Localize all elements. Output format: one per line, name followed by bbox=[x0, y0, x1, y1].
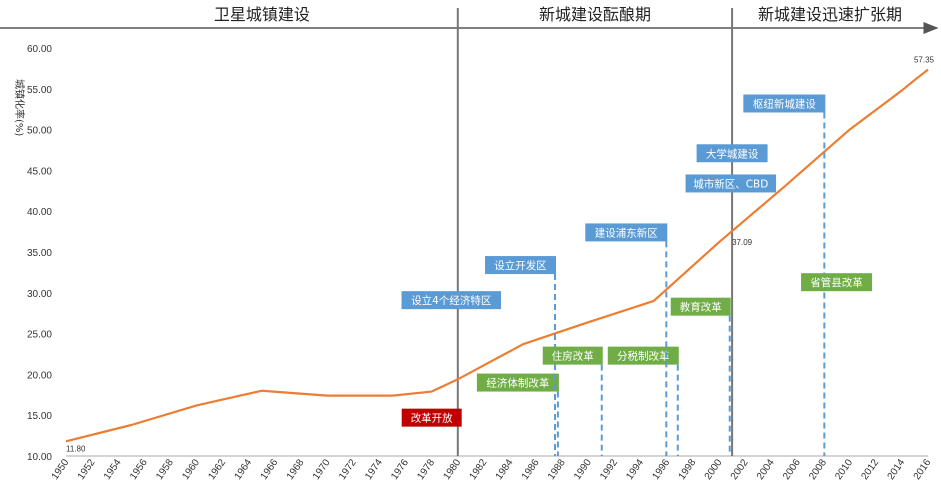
x-tick-label: 1976 bbox=[389, 457, 411, 482]
period-header: 新城建设迅速扩张期 bbox=[758, 5, 902, 24]
event-box bbox=[801, 273, 873, 292]
x-tick-label: 1982 bbox=[468, 457, 490, 482]
y-tick-label: 50.00 bbox=[27, 126, 52, 137]
x-tick-label: 1954 bbox=[102, 457, 124, 482]
event-label: 教育改革 bbox=[680, 301, 722, 314]
y-tick-label: 60.00 bbox=[27, 44, 52, 55]
x-tick-label: 1956 bbox=[128, 457, 150, 482]
x-tick-label: 1970 bbox=[311, 457, 333, 482]
event-label: 住房改革 bbox=[552, 350, 594, 363]
event-box bbox=[542, 346, 603, 365]
x-tick-label: 2014 bbox=[886, 457, 908, 482]
event-box bbox=[401, 408, 462, 427]
event-box bbox=[401, 291, 502, 310]
series-line bbox=[65, 68, 929, 443]
x-tick-label: 2016 bbox=[912, 457, 934, 482]
y-tick-label: 35.00 bbox=[27, 248, 52, 259]
x-tick-label: 1994 bbox=[624, 457, 646, 482]
x-tick-label: 1962 bbox=[206, 457, 228, 482]
event-label: 城市新区、CBD bbox=[693, 177, 768, 190]
y-tick-label: 10.00 bbox=[27, 452, 52, 463]
y-tick-label: 55.00 bbox=[27, 85, 52, 96]
x-tick-label: 1960 bbox=[180, 457, 202, 482]
period-header: 卫星城镇建设 bbox=[214, 5, 310, 24]
x-tick-label: 1990 bbox=[572, 457, 594, 482]
event-box bbox=[607, 346, 679, 365]
x-tick-label: 1964 bbox=[233, 457, 255, 482]
x-tick-label: 1998 bbox=[677, 457, 699, 482]
event-box bbox=[670, 297, 731, 316]
x-tick-label: 1988 bbox=[546, 457, 568, 482]
event-label: 分税制改革 bbox=[617, 350, 670, 363]
event-label: 经济体制改革 bbox=[486, 377, 549, 390]
x-tick-label: 2000 bbox=[703, 457, 725, 482]
event-box bbox=[743, 94, 826, 113]
x-tick-label: 1992 bbox=[598, 457, 620, 482]
x-tick-label: 1958 bbox=[154, 457, 176, 482]
y-axis-label: 城镇化率(%) bbox=[13, 79, 26, 136]
event-label: 省管县改革 bbox=[810, 276, 863, 289]
event-label: 建设浦东新区 bbox=[595, 226, 658, 239]
x-tick-label: 2004 bbox=[755, 457, 777, 482]
x-tick-label: 1968 bbox=[285, 457, 307, 482]
event-label: 设立开发区 bbox=[494, 259, 547, 272]
y-tick-label: 25.00 bbox=[27, 330, 52, 341]
y-tick-label: 20.00 bbox=[27, 370, 52, 381]
x-tick-label: 1986 bbox=[520, 457, 542, 482]
x-tick-label: 2002 bbox=[729, 457, 751, 482]
event-box bbox=[476, 373, 559, 392]
event-label: 设立4个经济特区 bbox=[411, 294, 491, 307]
x-tick-label: 1972 bbox=[337, 457, 359, 482]
x-tick-label: 1996 bbox=[650, 457, 672, 482]
x-tick-label: 1984 bbox=[494, 457, 516, 482]
x-tick-label: 1966 bbox=[259, 457, 281, 482]
y-tick-label: 45.00 bbox=[27, 166, 52, 177]
event-box bbox=[585, 223, 668, 242]
event-box bbox=[685, 174, 777, 193]
x-tick-label: 2010 bbox=[833, 457, 855, 482]
y-tick-label: 30.00 bbox=[27, 289, 52, 300]
x-tick-label: 2012 bbox=[859, 457, 881, 482]
x-tick-label: 1980 bbox=[442, 457, 464, 482]
data-label: 11.80 bbox=[66, 444, 86, 453]
data-label: 37.09 bbox=[732, 238, 753, 247]
x-tick-label: 1974 bbox=[363, 457, 385, 482]
event-box bbox=[485, 256, 557, 275]
event-label: 改革开放 bbox=[411, 412, 453, 425]
y-tick-label: 40.00 bbox=[27, 207, 52, 218]
period-header: 新城建设酝酿期 bbox=[539, 5, 651, 24]
x-tick-label: 2006 bbox=[781, 457, 803, 482]
x-tick-label: 1978 bbox=[415, 457, 437, 482]
event-box bbox=[696, 144, 768, 163]
x-tick-label: 2008 bbox=[807, 457, 829, 482]
data-label: 57.35 bbox=[914, 56, 935, 65]
y-tick-label: 15.00 bbox=[27, 411, 52, 422]
event-label: 大学城建设 bbox=[706, 147, 759, 160]
x-tick-label: 1952 bbox=[76, 457, 98, 482]
event-label: 枢纽新城建设 bbox=[753, 97, 816, 110]
x-tick-label: 1950 bbox=[50, 457, 72, 482]
